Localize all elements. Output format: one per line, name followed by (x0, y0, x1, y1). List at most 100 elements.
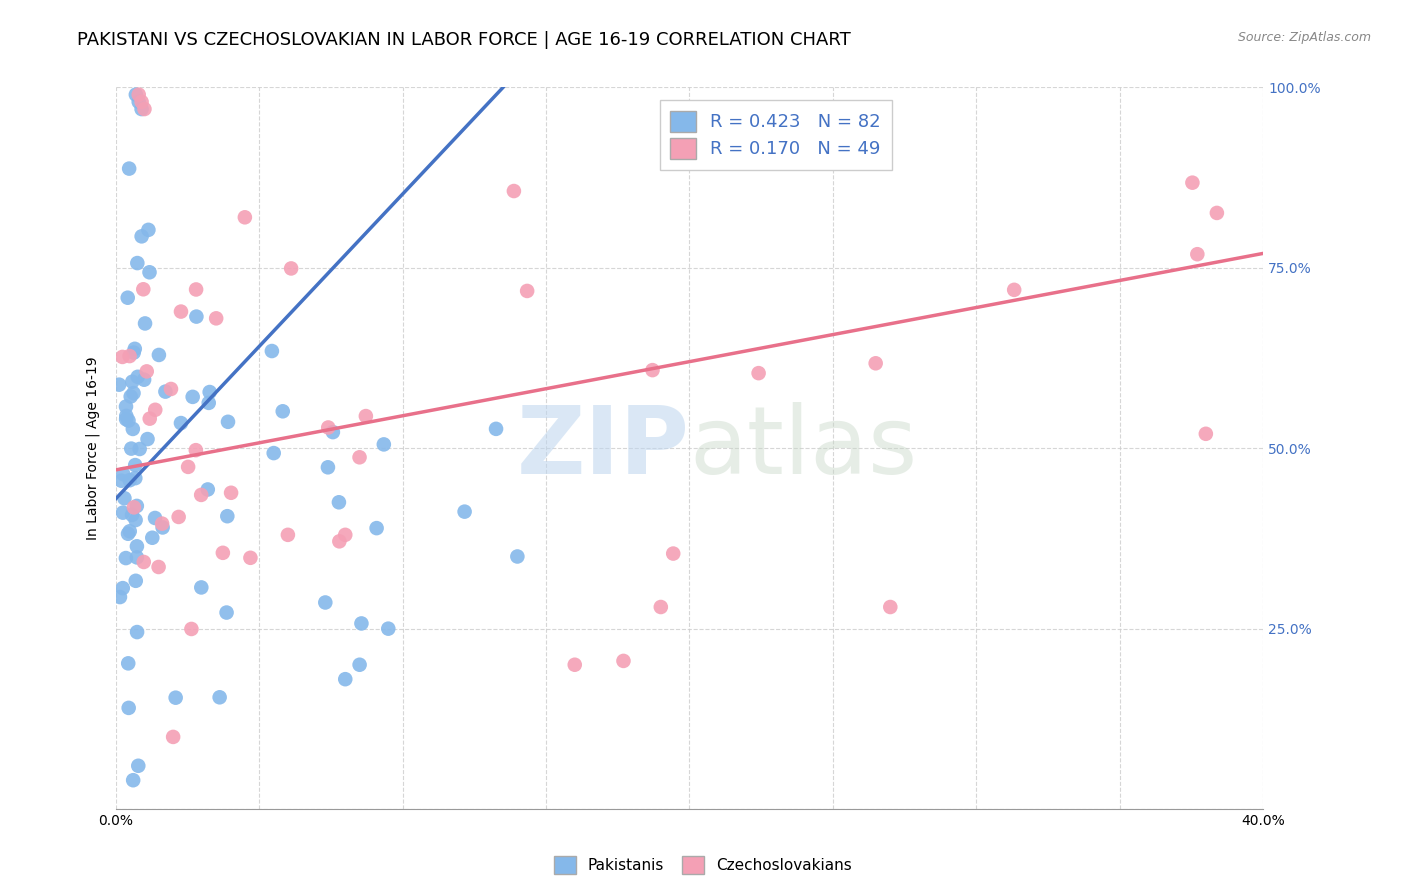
Point (124, 513, 146, 527)
Point (124, 342, 146, 356)
Point (260, 344, 283, 359)
Point (121, 508, 143, 522)
Point (373, 437, 395, 451)
Point (160, 382, 183, 396)
Point (124, 471, 146, 485)
Point (132, 282, 155, 296)
Point (121, 375, 143, 389)
Point (122, 386, 145, 401)
Point (277, 528, 299, 542)
Point (170, 416, 193, 430)
Point (127, 758, 149, 772)
Point (322, 425, 344, 439)
Point (111, 350, 134, 364)
Point (115, 409, 138, 423)
Point (879, 600, 901, 615)
Point (650, 600, 672, 615)
Point (366, 521, 388, 535)
Point (349, 657, 371, 672)
Point (125, 625, 148, 640)
Point (115, 400, 138, 414)
Point (117, 291, 139, 305)
Point (180, 622, 202, 636)
Point (122, 500, 145, 515)
Point (150, 516, 173, 531)
Point (453, 505, 475, 519)
Point (335, 528, 357, 542)
Point (131, 95, 153, 109)
Point (349, 450, 371, 465)
Point (1187, 247, 1209, 261)
Point (190, 488, 212, 502)
Point (662, 547, 685, 561)
Point (125, 499, 148, 513)
Point (335, 672, 357, 686)
Point (219, 485, 242, 500)
Point (1195, 426, 1218, 441)
Point (197, 483, 219, 497)
Point (120, 442, 142, 456)
Point (138, 265, 160, 279)
Point (122, 345, 145, 359)
Point (120, 389, 142, 403)
Point (190, 581, 212, 595)
Point (1181, 176, 1204, 190)
Point (612, 654, 634, 668)
Point (111, 581, 134, 595)
Point (115, 412, 138, 426)
Point (485, 422, 508, 436)
Point (181, 390, 204, 404)
Y-axis label: In Labor Force | Age 16-19: In Labor Force | Age 16-19 (86, 357, 100, 540)
Point (132, 555, 155, 569)
Legend: Pakistanis, Czechoslovakians: Pakistanis, Czechoslovakians (548, 850, 858, 880)
Text: ZIP: ZIP (516, 402, 689, 494)
Point (506, 549, 529, 564)
Point (377, 622, 399, 636)
Point (143, 511, 166, 525)
Point (128, 95, 150, 109)
Point (197, 396, 219, 410)
Point (198, 385, 221, 400)
Point (131, 102, 153, 116)
Point (117, 414, 139, 428)
Point (148, 560, 170, 574)
Point (122, 773, 145, 788)
Point (170, 304, 193, 318)
Point (115, 551, 138, 566)
Point (124, 458, 146, 472)
Point (128, 442, 150, 456)
Point (233, 211, 256, 225)
Point (208, 690, 231, 705)
Point (1002, 283, 1025, 297)
Point (131, 229, 153, 244)
Text: Source: ZipAtlas.com: Source: ZipAtlas.com (1237, 31, 1371, 45)
Point (118, 349, 141, 363)
Point (271, 404, 294, 418)
Point (136, 432, 159, 446)
Point (110, 474, 132, 488)
Text: atlas: atlas (689, 402, 918, 494)
Point (108, 590, 131, 604)
Point (138, 411, 160, 425)
Point (239, 550, 262, 565)
Point (177, 459, 200, 474)
Point (350, 616, 373, 631)
Point (516, 284, 538, 298)
Point (108, 377, 131, 392)
Point (155, 384, 177, 399)
Point (328, 495, 350, 509)
Point (165, 690, 187, 705)
Point (184, 283, 207, 297)
Point (128, 87, 150, 102)
Point (280, 261, 302, 276)
Point (143, 402, 166, 417)
Point (503, 184, 526, 198)
Point (162, 730, 184, 744)
Point (112, 491, 135, 506)
Point (127, 256, 149, 270)
Point (118, 701, 141, 715)
Point (141, 531, 163, 545)
Point (111, 506, 134, 520)
Point (152, 520, 174, 534)
Point (125, 539, 148, 553)
